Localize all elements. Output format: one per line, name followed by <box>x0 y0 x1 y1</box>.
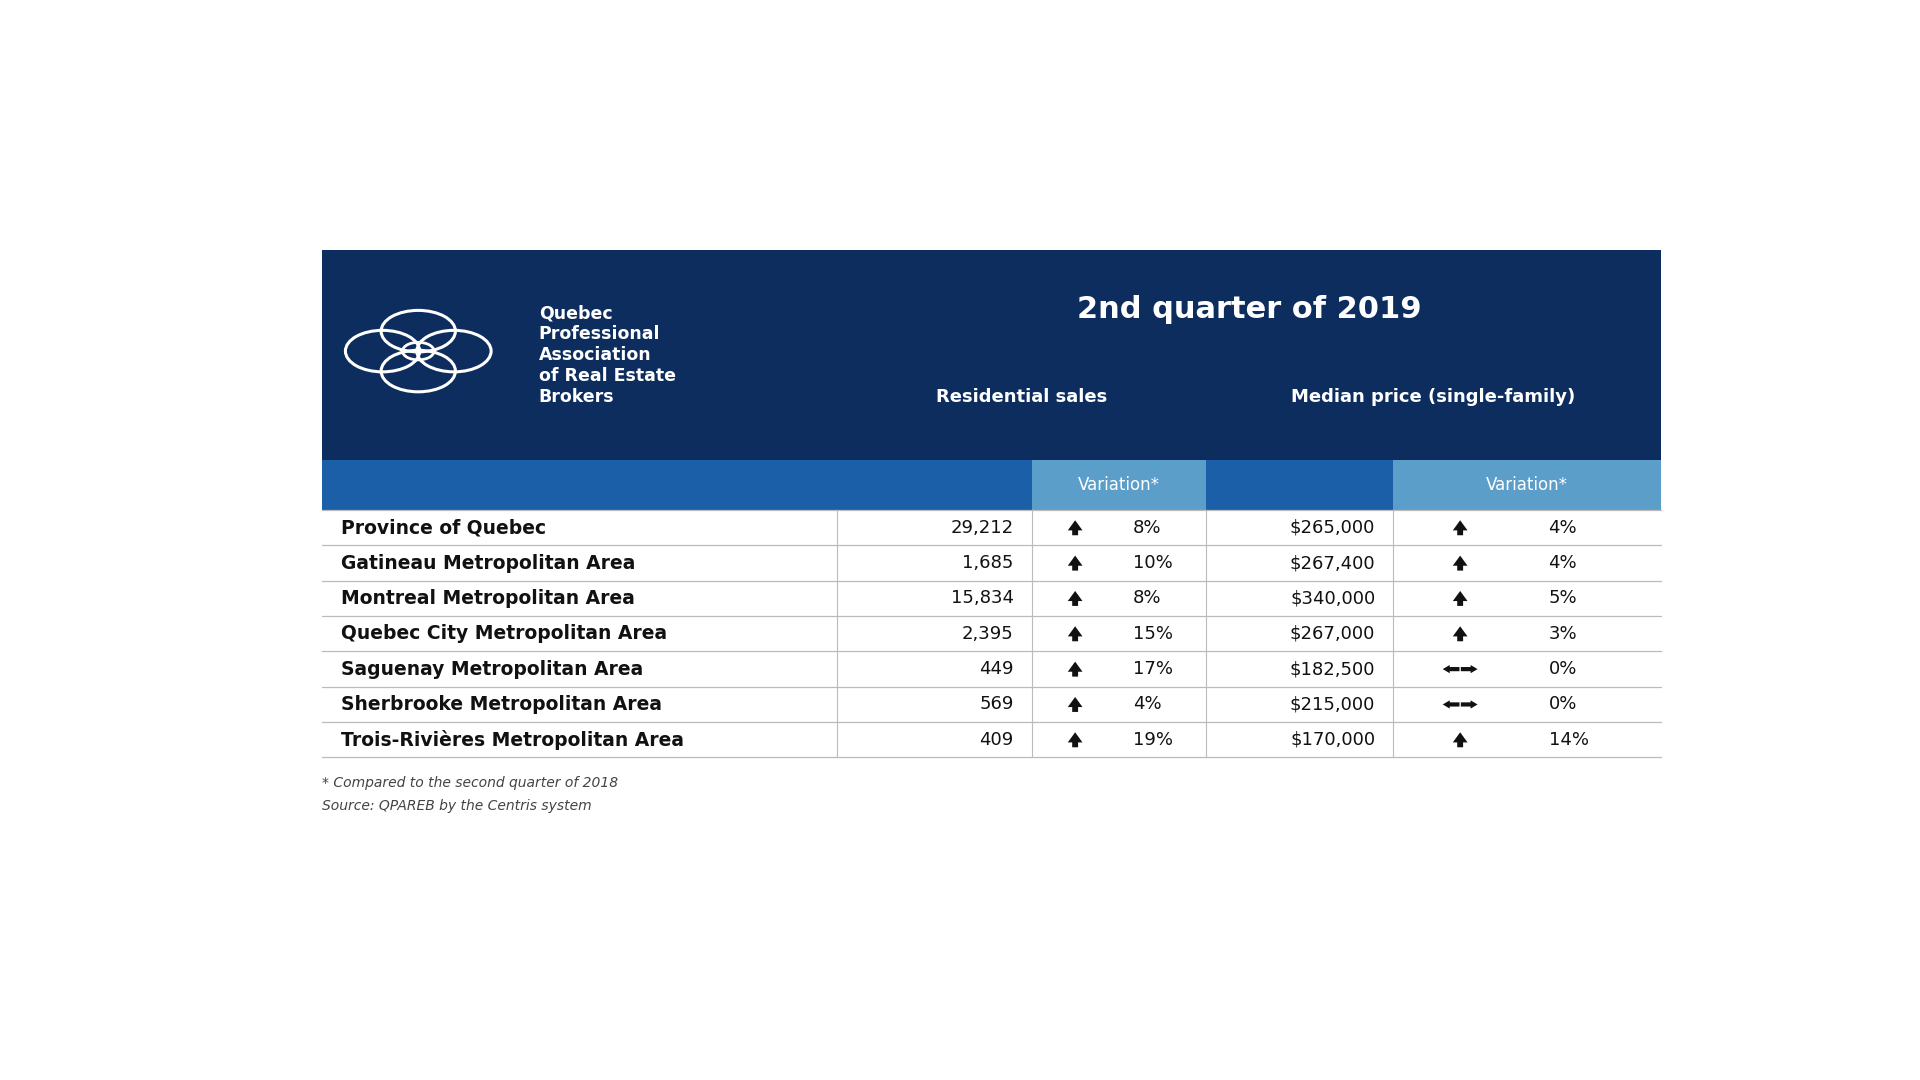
Text: 449: 449 <box>979 660 1014 678</box>
Text: 409: 409 <box>979 731 1014 748</box>
Text: $267,400: $267,400 <box>1290 554 1375 572</box>
Text: $340,000: $340,000 <box>1290 590 1375 607</box>
Polygon shape <box>1442 665 1459 673</box>
FancyBboxPatch shape <box>323 723 1661 757</box>
Polygon shape <box>1068 521 1083 536</box>
Polygon shape <box>1068 697 1083 712</box>
Polygon shape <box>1068 662 1083 676</box>
Text: Median price (single-family): Median price (single-family) <box>1292 389 1576 406</box>
Text: Quebec City Metropolitan Area: Quebec City Metropolitan Area <box>342 624 668 644</box>
Text: 3%: 3% <box>1549 624 1576 643</box>
Polygon shape <box>1453 626 1467 642</box>
Text: 4%: 4% <box>1549 554 1576 572</box>
Text: 0%: 0% <box>1549 660 1576 678</box>
Text: Trois-Rivières Metropolitan Area: Trois-Rivières Metropolitan Area <box>342 730 684 750</box>
FancyBboxPatch shape <box>1031 460 1206 510</box>
FancyBboxPatch shape <box>323 510 1661 545</box>
FancyBboxPatch shape <box>1394 460 1661 510</box>
Text: 0%: 0% <box>1549 696 1576 714</box>
Polygon shape <box>1453 521 1467 536</box>
Text: 8%: 8% <box>1133 590 1162 607</box>
FancyBboxPatch shape <box>323 460 1661 510</box>
Text: 8%: 8% <box>1133 518 1162 537</box>
FancyBboxPatch shape <box>323 616 1661 651</box>
Text: 17%: 17% <box>1133 660 1173 678</box>
Text: $170,000: $170,000 <box>1290 731 1375 748</box>
Polygon shape <box>1068 626 1083 642</box>
Text: 10%: 10% <box>1133 554 1173 572</box>
FancyBboxPatch shape <box>323 581 1661 616</box>
Text: 2nd quarter of 2019: 2nd quarter of 2019 <box>1077 295 1421 324</box>
Text: 2,395: 2,395 <box>962 624 1014 643</box>
Text: 4%: 4% <box>1549 518 1576 537</box>
Polygon shape <box>1461 700 1478 708</box>
Text: 1,685: 1,685 <box>962 554 1014 572</box>
FancyBboxPatch shape <box>323 251 1661 460</box>
Text: $182,500: $182,500 <box>1290 660 1375 678</box>
FancyBboxPatch shape <box>323 687 1661 723</box>
Text: 569: 569 <box>979 696 1014 714</box>
Polygon shape <box>1453 591 1467 606</box>
Text: $267,000: $267,000 <box>1290 624 1375 643</box>
Polygon shape <box>1461 665 1478 673</box>
Text: Province of Quebec: Province of Quebec <box>342 518 547 537</box>
Text: $215,000: $215,000 <box>1290 696 1375 714</box>
Text: Montreal Metropolitan Area: Montreal Metropolitan Area <box>342 589 636 608</box>
Text: Quebec
Professional
Association
of Real Estate
Brokers: Quebec Professional Association of Real … <box>540 305 676 406</box>
FancyBboxPatch shape <box>323 545 1661 581</box>
Text: Variation*: Variation* <box>1486 476 1569 495</box>
Polygon shape <box>1068 555 1083 570</box>
Text: Sherbrooke Metropolitan Area: Sherbrooke Metropolitan Area <box>342 694 662 714</box>
Text: 4%: 4% <box>1133 696 1162 714</box>
Text: $265,000: $265,000 <box>1290 518 1375 537</box>
Text: Source: QPAREB by the Centris system: Source: QPAREB by the Centris system <box>323 799 591 813</box>
Text: * Compared to the second quarter of 2018: * Compared to the second quarter of 2018 <box>323 775 618 789</box>
Polygon shape <box>1068 732 1083 747</box>
Text: Gatineau Metropolitan Area: Gatineau Metropolitan Area <box>342 554 636 572</box>
Text: 5%: 5% <box>1549 590 1576 607</box>
Polygon shape <box>1453 732 1467 747</box>
Polygon shape <box>1442 700 1459 708</box>
Text: 19%: 19% <box>1133 731 1173 748</box>
Polygon shape <box>1453 555 1467 570</box>
Text: 29,212: 29,212 <box>950 518 1014 537</box>
Polygon shape <box>1068 591 1083 606</box>
Text: Residential sales: Residential sales <box>935 389 1108 406</box>
Text: 14%: 14% <box>1549 731 1588 748</box>
Text: 15%: 15% <box>1133 624 1173 643</box>
Text: Variation*: Variation* <box>1077 476 1160 495</box>
Text: 15,834: 15,834 <box>950 590 1014 607</box>
Text: Saguenay Metropolitan Area: Saguenay Metropolitan Area <box>342 660 643 678</box>
FancyBboxPatch shape <box>323 651 1661 687</box>
